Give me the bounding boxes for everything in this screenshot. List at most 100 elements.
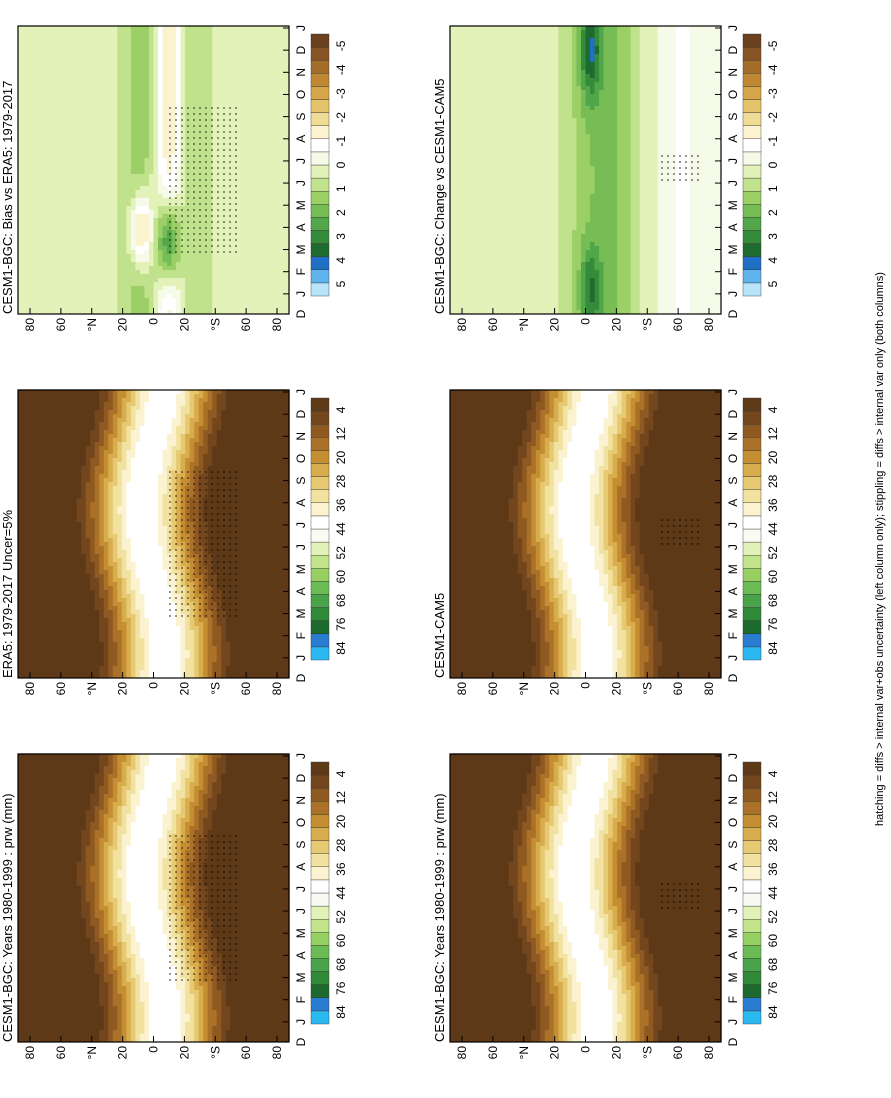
heatmap-cell <box>271 781 276 786</box>
heatmap-cell <box>126 921 131 926</box>
heatmap-cell <box>99 1017 104 1022</box>
heatmap-cell <box>477 837 482 842</box>
heatmap-cell <box>50 1001 55 1006</box>
heatmap-cell <box>199 797 204 802</box>
heatmap-cell <box>131 965 136 970</box>
heatmap-cell <box>185 797 190 802</box>
heatmap-cell <box>163 1021 168 1026</box>
heatmap-cell <box>473 1033 478 1038</box>
heatmap-cell <box>54 809 59 814</box>
heatmap-cell <box>266 769 271 774</box>
heatmap-cell <box>41 1001 46 1006</box>
heatmap-cell <box>113 865 118 870</box>
heatmap-cell <box>459 789 464 794</box>
heatmap-cell <box>208 781 213 786</box>
heatmap-cell <box>244 873 249 878</box>
heatmap-cell <box>239 789 244 794</box>
heatmap-cell <box>244 989 249 994</box>
heatmap-cell <box>117 757 122 762</box>
heatmap-cell <box>257 777 262 782</box>
heatmap-cell <box>208 769 213 774</box>
heatmap-cell <box>54 885 59 890</box>
heatmap-cell <box>135 805 140 810</box>
heatmap-cell <box>63 837 68 842</box>
heatmap-cell <box>27 809 32 814</box>
heatmap-cell <box>32 765 37 770</box>
heatmap-cell <box>275 777 280 782</box>
heatmap-cell <box>68 777 73 782</box>
heatmap-cell <box>72 989 77 994</box>
heatmap-cell <box>262 957 267 962</box>
heatmap-cell <box>135 813 140 818</box>
heatmap-cell <box>63 1021 68 1026</box>
heatmap-cell <box>140 785 145 790</box>
heatmap-cell <box>253 849 258 854</box>
heatmap-cell <box>239 1037 244 1042</box>
heatmap-cell <box>154 849 159 854</box>
heatmap-cell <box>108 805 113 810</box>
heatmap-cell <box>144 1009 149 1014</box>
heatmap-cell <box>144 925 149 930</box>
heatmap-cell <box>482 953 487 958</box>
heatmap-cell <box>117 993 122 998</box>
heatmap-cell <box>235 993 240 998</box>
heatmap-cell <box>126 809 131 814</box>
heatmap-cell <box>468 1005 473 1010</box>
heatmap-cell <box>473 1029 478 1034</box>
heatmap-cell <box>464 941 469 946</box>
heatmap-cell <box>86 929 91 934</box>
y-tick-label: 0 <box>147 1046 161 1053</box>
heatmap-cell <box>468 777 473 782</box>
heatmap-cell <box>163 869 168 874</box>
heatmap-cell <box>18 765 23 770</box>
heatmap-cell <box>18 905 23 910</box>
heatmap-cell <box>68 841 73 846</box>
heatmap-cell <box>45 893 50 898</box>
heatmap-cell <box>59 977 64 982</box>
heatmap-cell <box>253 893 258 898</box>
heatmap-cell <box>190 1037 195 1042</box>
heatmap-cell <box>59 909 64 914</box>
heatmap-cell <box>212 1009 217 1014</box>
heatmap-cell <box>275 885 280 890</box>
heatmap-cell <box>163 893 168 898</box>
heatmap-cell <box>23 933 28 938</box>
heatmap-cell <box>18 769 23 774</box>
heatmap-cell <box>23 993 28 998</box>
heatmap-cell <box>86 901 91 906</box>
heatmap-cell <box>486 1009 491 1014</box>
heatmap-cell <box>117 1009 122 1014</box>
heatmap-cell <box>172 773 177 778</box>
heatmap-cell <box>477 825 482 830</box>
heatmap-cell <box>41 809 46 814</box>
y-tick-label: 60 <box>54 1046 68 1060</box>
heatmap-cell <box>154 965 159 970</box>
heatmap-cell <box>135 989 140 994</box>
heatmap-cell <box>144 997 149 1002</box>
heatmap-cell <box>450 793 455 798</box>
heatmap-cell <box>482 805 487 810</box>
heatmap-cell <box>140 793 145 798</box>
heatmap-cell <box>41 969 46 974</box>
heatmap-cell <box>90 981 95 986</box>
heatmap-cell <box>262 909 267 914</box>
heatmap-cell <box>63 769 68 774</box>
heatmap-cell <box>221 801 226 806</box>
heatmap-cell <box>244 905 249 910</box>
heatmap-cell <box>262 857 267 862</box>
heatmap-cell <box>135 801 140 806</box>
heatmap-cell <box>473 797 478 802</box>
heatmap-cell <box>68 1001 73 1006</box>
heatmap-cell <box>95 865 100 870</box>
colorbar-swatch <box>311 788 329 801</box>
heatmap-cell <box>275 897 280 902</box>
heatmap-cell <box>41 993 46 998</box>
heatmap-cell <box>144 913 149 918</box>
heatmap-cell <box>45 757 50 762</box>
heatmap-cell <box>81 793 86 798</box>
heatmap-cell <box>126 837 131 842</box>
heatmap-cell <box>262 845 267 850</box>
heatmap-cell <box>59 881 64 886</box>
heatmap-cell <box>473 857 478 862</box>
heatmap-cell <box>271 885 276 890</box>
